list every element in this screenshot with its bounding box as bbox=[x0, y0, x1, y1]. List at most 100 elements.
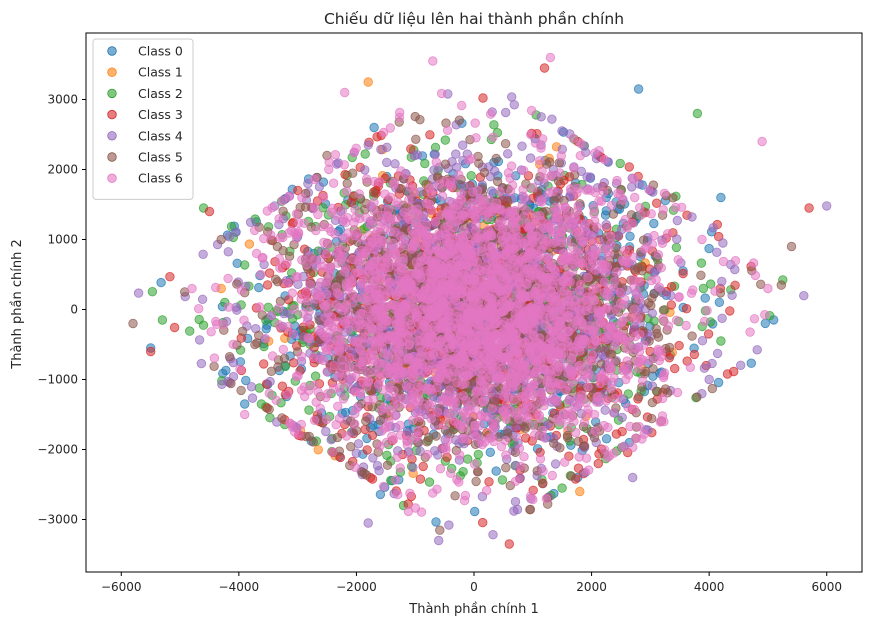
data-point bbox=[672, 234, 682, 244]
data-point bbox=[450, 491, 460, 501]
data-point bbox=[334, 413, 345, 424]
data-point bbox=[340, 169, 350, 180]
data-point bbox=[415, 114, 425, 125]
data-point bbox=[786, 241, 797, 252]
data-point bbox=[361, 416, 371, 426]
data-point bbox=[646, 209, 656, 219]
data-point bbox=[473, 449, 484, 460]
data-point bbox=[226, 378, 236, 389]
data-point bbox=[263, 302, 274, 313]
data-point bbox=[717, 276, 727, 287]
data-point bbox=[210, 282, 221, 293]
data-point bbox=[455, 450, 465, 460]
data-point bbox=[478, 517, 488, 528]
data-point bbox=[239, 399, 250, 409]
data-point bbox=[481, 485, 492, 496]
data-point bbox=[228, 339, 238, 350]
data-point bbox=[372, 132, 382, 142]
data-point bbox=[512, 504, 523, 515]
data-point bbox=[194, 314, 204, 325]
data-point bbox=[647, 293, 657, 303]
data-point bbox=[353, 439, 364, 449]
data-point bbox=[197, 294, 208, 305]
data-point bbox=[633, 84, 644, 94]
data-point bbox=[194, 335, 205, 345]
data-point bbox=[617, 393, 627, 404]
data-point bbox=[651, 386, 662, 397]
data-point bbox=[217, 379, 227, 390]
data-point bbox=[328, 447, 338, 457]
data-point bbox=[333, 401, 343, 412]
data-point bbox=[393, 489, 403, 500]
data-point bbox=[157, 315, 168, 325]
data-point bbox=[237, 326, 248, 337]
data-point bbox=[262, 280, 273, 290]
data-point bbox=[822, 201, 832, 211]
data-point bbox=[359, 468, 370, 479]
data-point bbox=[314, 182, 325, 192]
data-point bbox=[591, 283, 602, 294]
data-point bbox=[634, 422, 644, 432]
data-point bbox=[424, 477, 435, 487]
data-point bbox=[279, 353, 290, 364]
data-point bbox=[729, 366, 739, 377]
data-point bbox=[652, 328, 662, 339]
data-point bbox=[681, 304, 692, 314]
data-point bbox=[547, 114, 557, 124]
data-point bbox=[277, 381, 288, 391]
data-point bbox=[730, 280, 740, 291]
data-point bbox=[487, 186, 497, 196]
data-point bbox=[716, 192, 726, 203]
data-point bbox=[509, 100, 520, 110]
data-point bbox=[431, 157, 442, 167]
data-point bbox=[409, 150, 420, 161]
data-point bbox=[666, 290, 676, 301]
data-point bbox=[292, 272, 303, 282]
data-point bbox=[628, 472, 638, 483]
data-point bbox=[313, 445, 324, 455]
data-point bbox=[288, 358, 299, 368]
data-point bbox=[444, 520, 454, 530]
data-point bbox=[304, 405, 314, 415]
data-point bbox=[696, 270, 706, 281]
data-point bbox=[736, 360, 746, 371]
data-point bbox=[367, 430, 378, 441]
data-point bbox=[363, 518, 373, 528]
data-point bbox=[553, 176, 564, 186]
data-point bbox=[236, 385, 246, 396]
data-point bbox=[245, 217, 256, 228]
data-point bbox=[145, 346, 156, 357]
data-point bbox=[278, 206, 288, 216]
data-point bbox=[557, 483, 567, 493]
data-point bbox=[257, 310, 268, 320]
data-point bbox=[611, 429, 622, 439]
data-point bbox=[584, 465, 594, 475]
data-point bbox=[707, 358, 717, 369]
data-point bbox=[600, 405, 610, 415]
data-point bbox=[664, 342, 675, 353]
data-point bbox=[431, 517, 441, 527]
data-point bbox=[687, 212, 697, 222]
data-point bbox=[491, 466, 501, 476]
data-point bbox=[284, 191, 294, 202]
data-point bbox=[569, 163, 579, 173]
data-point bbox=[525, 504, 535, 515]
data-point bbox=[628, 442, 638, 453]
data-point bbox=[375, 441, 385, 451]
data-point bbox=[714, 297, 725, 308]
data-point bbox=[672, 215, 683, 226]
data-point bbox=[264, 404, 274, 415]
data-point bbox=[369, 122, 379, 133]
data-point bbox=[717, 313, 727, 324]
data-point bbox=[804, 203, 814, 213]
data-point bbox=[346, 442, 356, 452]
data-point bbox=[435, 525, 445, 535]
data-point bbox=[776, 280, 787, 290]
data-point bbox=[622, 356, 632, 366]
data-point bbox=[538, 134, 548, 144]
data-point bbox=[293, 185, 303, 196]
data-point bbox=[470, 506, 480, 517]
data-point bbox=[624, 162, 635, 172]
data-point bbox=[700, 293, 710, 303]
data-point bbox=[408, 462, 418, 473]
